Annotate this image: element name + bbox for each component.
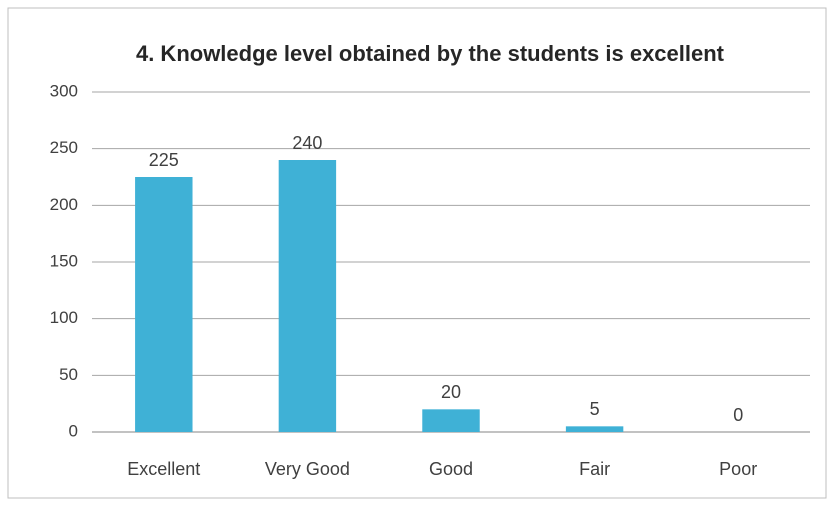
y-tick-label: 150 [50, 251, 78, 270]
data-label: 20 [441, 382, 461, 402]
x-tick-label: Poor [719, 459, 757, 479]
chart-title: 4. Knowledge level obtained by the stude… [136, 41, 725, 66]
y-tick-label: 200 [50, 195, 78, 214]
y-tick-label: 100 [50, 308, 78, 327]
bar [135, 177, 193, 432]
bar [422, 409, 480, 432]
x-tick-label: Good [429, 459, 473, 479]
y-tick-label: 250 [50, 138, 78, 157]
x-tick-label: Very Good [265, 459, 350, 479]
bar [565, 426, 624, 432]
data-label: 225 [149, 150, 179, 170]
y-tick-label: 0 [69, 421, 78, 440]
x-tick-label: Fair [579, 459, 610, 479]
chart-frame [7, 7, 827, 499]
y-tick-label: 300 [50, 81, 78, 100]
bar [278, 160, 337, 432]
data-label: 240 [292, 133, 322, 153]
data-label: 5 [590, 399, 600, 419]
y-tick-label: 50 [59, 365, 78, 384]
x-tick-label: Excellent [127, 459, 200, 479]
data-label: 0 [733, 405, 743, 425]
